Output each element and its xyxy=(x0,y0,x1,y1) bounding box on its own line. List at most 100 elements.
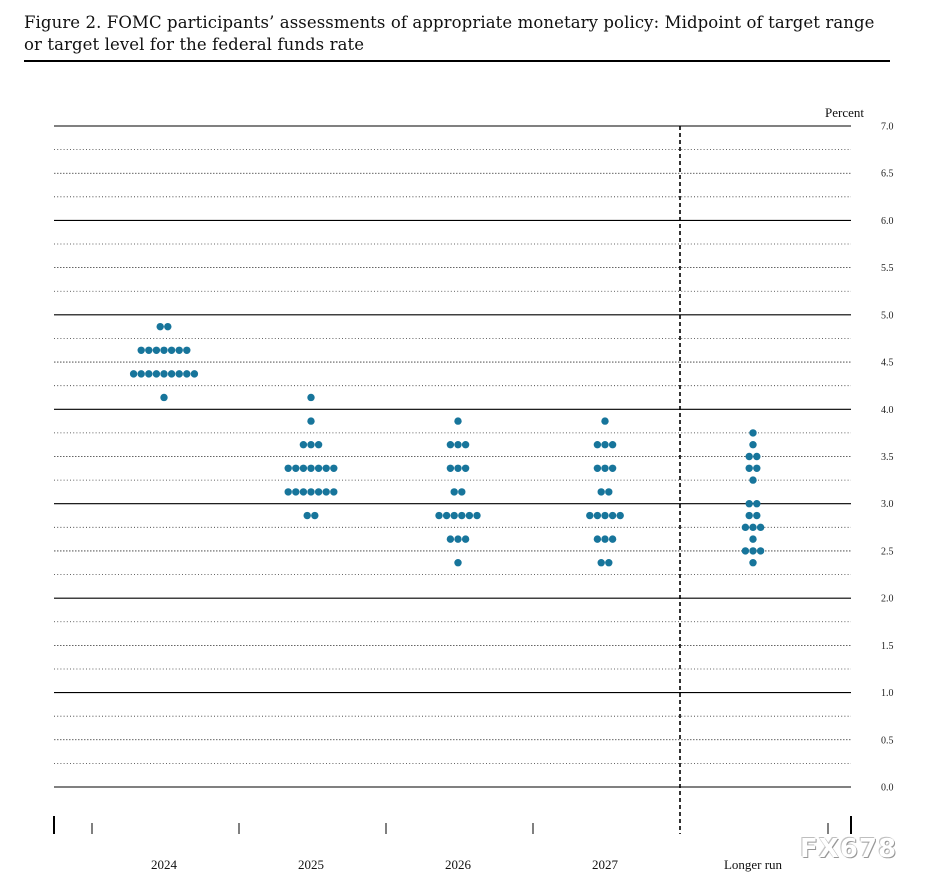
participant-dot xyxy=(601,464,609,473)
participant-dot xyxy=(435,511,443,520)
figure-title: Figure 2. FOMC participants’ assessments… xyxy=(24,12,890,56)
y-tick-label: 3.5 xyxy=(881,452,894,463)
participant-dot xyxy=(473,511,481,520)
x-tick-label: Longer run xyxy=(724,857,783,872)
participant-dot xyxy=(311,511,319,520)
participant-dot xyxy=(597,559,605,567)
participant-dot xyxy=(745,464,753,473)
participant-dot xyxy=(601,440,609,449)
y-tick-label: 5.0 xyxy=(881,310,894,321)
participant-dot xyxy=(292,464,300,473)
participant-dot xyxy=(330,464,338,473)
y-tick-label: 0.5 xyxy=(881,735,894,746)
participant-dot xyxy=(450,511,458,520)
title-rule xyxy=(24,60,890,62)
participant-dot xyxy=(593,535,602,543)
participant-dot xyxy=(749,476,757,484)
participant-dot xyxy=(605,559,613,567)
x-tick-label: 2026 xyxy=(445,857,472,872)
participant-dot xyxy=(597,488,605,496)
participant-dot xyxy=(330,488,338,496)
participant-dot xyxy=(608,511,617,520)
participant-dot xyxy=(454,440,462,449)
y-tick-label: 4.5 xyxy=(881,358,894,369)
participant-dot xyxy=(446,464,455,473)
participant-dot xyxy=(593,511,602,520)
watermark-logo: FX678 xyxy=(800,834,898,864)
participant-dot xyxy=(307,393,315,402)
participant-dot xyxy=(749,429,757,437)
y-tick-label: 6.5 xyxy=(881,169,894,180)
participant-dot xyxy=(299,464,308,473)
participant-dot xyxy=(190,370,199,378)
participant-dot xyxy=(442,511,451,520)
participant-dot xyxy=(608,535,617,543)
participant-dot xyxy=(454,535,462,543)
participant-dot xyxy=(745,500,753,508)
participant-dot xyxy=(741,523,750,532)
participant-dot xyxy=(156,322,164,331)
participant-dot xyxy=(314,464,323,473)
participant-dot xyxy=(756,547,765,555)
participant-dot xyxy=(586,511,594,520)
y-tick-label: 0.0 xyxy=(881,783,894,794)
y-tick-label: 1.5 xyxy=(881,641,894,652)
participant-dot xyxy=(753,464,761,473)
participant-dot xyxy=(461,535,470,543)
participant-dot xyxy=(749,523,757,532)
participant-dot xyxy=(314,440,323,449)
participant-dot xyxy=(454,559,462,567)
y-tick-label: 6.0 xyxy=(881,216,894,227)
y-tick-label: 7.0 xyxy=(881,122,894,133)
participant-dot xyxy=(741,547,750,555)
participant-dot xyxy=(322,488,330,496)
participant-dot xyxy=(461,464,470,473)
dots xyxy=(129,322,765,567)
participant-dot xyxy=(303,511,311,520)
participant-dot xyxy=(160,393,168,402)
participant-dot xyxy=(299,440,308,449)
x-axis: 2024 2025 2026 2027 Longer run xyxy=(53,816,852,872)
participant-dot xyxy=(284,488,292,496)
participant-dot xyxy=(307,488,315,496)
participant-dot xyxy=(454,417,462,425)
y-tick-label: 2.5 xyxy=(881,546,894,557)
participant-dot xyxy=(446,440,455,449)
participant-dot xyxy=(753,452,761,461)
participant-dot xyxy=(749,535,757,543)
participant-dot xyxy=(175,346,183,354)
y-axis-unit-label: Percent xyxy=(825,105,864,120)
participant-dot xyxy=(605,488,613,496)
participant-dot xyxy=(322,464,330,473)
participant-dot xyxy=(461,440,470,449)
participant-dot xyxy=(454,464,462,473)
participant-dot xyxy=(129,370,138,378)
participant-dot xyxy=(756,523,765,532)
participant-dot xyxy=(164,322,172,331)
participant-dot xyxy=(616,511,624,520)
participant-dot xyxy=(753,511,761,520)
participant-dot xyxy=(299,488,308,496)
participant-dot xyxy=(145,370,153,378)
participant-dot xyxy=(608,440,617,449)
participant-dot xyxy=(601,535,609,543)
participant-dot xyxy=(446,535,455,543)
participant-dot xyxy=(167,370,176,378)
participant-dot xyxy=(307,464,315,473)
participant-dot xyxy=(465,511,474,520)
figure-title-line-2: or target level for the federal funds ra… xyxy=(24,35,365,54)
participant-dot xyxy=(167,346,176,354)
participant-dot xyxy=(608,464,617,473)
participant-dot xyxy=(601,417,609,425)
x-tick-label: 2027 xyxy=(592,857,619,872)
participant-dot xyxy=(601,511,609,520)
participant-dot xyxy=(450,488,458,496)
participant-dot xyxy=(593,440,602,449)
y-tick-label: 3.0 xyxy=(881,499,894,510)
participant-dot xyxy=(749,559,757,567)
y-axis: 0.0 0.5 1.0 1.5 2.0 2.5 3.0 3.5 4.0 4.5 5.0 5.5 6.0 6… xyxy=(881,122,894,794)
y-tick-label: 1.0 xyxy=(881,688,894,699)
participant-dot xyxy=(152,370,161,378)
figure-title-line-1: Figure 2. FOMC participants’ assessments… xyxy=(24,13,875,32)
